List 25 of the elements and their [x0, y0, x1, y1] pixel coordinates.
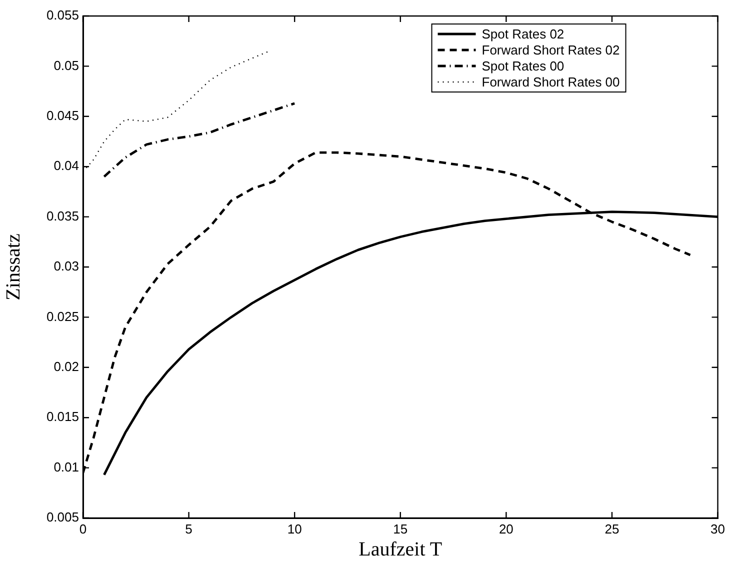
x-tick-label: 5: [185, 521, 192, 536]
y-tick-label: 0.05: [54, 58, 79, 73]
legend-label: Spot Rates 00: [482, 58, 564, 74]
y-tick-label: 0.01: [54, 459, 79, 474]
legend-label: Forward Short Rates 02: [482, 42, 620, 58]
y-tick-label: 0.005: [46, 510, 79, 525]
y-tick-label: 0.055: [46, 8, 79, 23]
y-tick-label: 0.03: [54, 258, 79, 274]
x-tick-label: 30: [710, 521, 726, 536]
x-tick-label: 20: [498, 521, 514, 536]
y-tick-label: 0.02: [54, 358, 79, 374]
line-series: [102, 102, 296, 178]
x-tick-label: 0: [79, 521, 87, 536]
x-tick-label: 15: [393, 521, 408, 536]
y-tick-label: 0.04: [54, 158, 79, 174]
y-tick-label: 0.025: [46, 308, 79, 324]
legend-label: Spot Rates 02: [482, 26, 564, 42]
x-tick-label: 10: [287, 521, 302, 536]
y-tick-label: 0.035: [46, 208, 79, 224]
x-axis-title: Laufzeit T: [358, 538, 442, 560]
y-tick-label: 0.045: [46, 108, 79, 123]
legend-label: Forward Short Rates 00: [482, 74, 620, 90]
y-tick-label: 0.015: [46, 409, 79, 424]
y-axis-title: Zinssatz: [2, 234, 24, 300]
x-tick-label: 25: [604, 521, 620, 536]
